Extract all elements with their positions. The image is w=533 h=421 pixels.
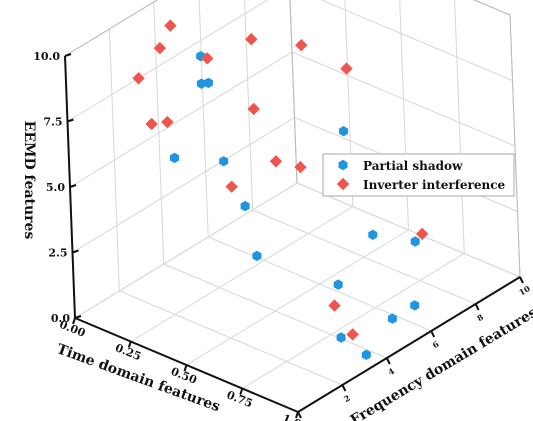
partial-shadow-point [336,332,346,343]
back-wall-gridline [67,0,269,122]
partial-shadow-point [333,279,343,290]
inverter-interference-point [269,155,283,168]
inverter-interference-point [225,180,238,193]
legend-box [322,153,515,197]
z-tick-mark [74,315,82,319]
floor-gridline [208,236,432,332]
back-wall-gridline [198,0,209,238]
inverter-interference-point [145,117,158,131]
partial-shadow-point [240,200,250,212]
legend-marker-inverter-interference-shape [336,177,350,191]
partial-shadow-point [410,236,420,247]
z-tick-label: 10.0 [33,50,60,63]
point-layer [132,19,429,360]
floor-gridline [252,209,476,305]
inverter-interference-point [346,328,359,341]
z-tick-mark [69,184,77,188]
partial-shadow-point [196,78,206,89]
z-tick-mark [64,53,72,57]
box-frame-edge [509,14,521,278]
y-tick-label: 2 [342,393,352,404]
z-tick-label: 7.5 [43,116,62,129]
back-wall-gridline [69,51,293,188]
inverter-interference-point [294,160,307,174]
z-tick-label: 5.0 [46,181,65,194]
floor-gridline [163,263,387,359]
legend-marker-inverter-interference [336,177,350,191]
floor-gridline [296,182,521,278]
y-tick-label: 8 [475,311,485,323]
inverter-interference-point [161,115,174,129]
x-tick-mark [183,364,188,372]
partial-shadow-point [368,229,378,240]
partial-shadow-point [410,300,420,311]
side-wall-gridline [473,0,511,16]
partial-shadow-point [252,250,262,262]
legend-marker-partial-shadow-shape [338,159,348,171]
y-axis-line [297,276,521,413]
floor-gridline [186,229,409,366]
inverter-interference-point [164,19,177,32]
inverter-interference-point [415,227,429,241]
partial-shadow-point [361,349,371,360]
y-tick-label: 10 [517,283,532,298]
floor-gridline [242,253,465,389]
box-frame-edge [289,0,298,184]
y-tick-mark [430,330,436,338]
box-frame-edge [64,0,159,57]
y-tick-mark [385,357,391,365]
y-tick-label: 4 [386,365,396,377]
x-tick-mark [72,317,76,325]
x-tick-label: 1.00 [280,412,310,421]
box-frame-edge [473,0,511,16]
inverter-interference-point [328,299,341,312]
inverter-interference-point [245,33,258,46]
back-wall-gridline [244,0,254,211]
y-axis-title: Frequency domain features [348,304,533,421]
inverter-interference-point [295,38,308,52]
side-wall-gridline [291,51,516,147]
inverter-interference-point [200,52,214,65]
frame-layer [64,0,521,278]
y-tick-mark [474,303,480,311]
legend-label-partial-shadow: Partial shadow [363,159,463,173]
legend: Partial shadow Inverter interference [322,153,515,197]
partial-shadow-point [339,126,349,137]
x-tick-mark [127,341,132,348]
legend-label-inverter-interference: Inverter interference [363,178,506,192]
z-tick-mark [67,118,74,123]
z-tick-label: 2.5 [48,247,67,260]
side-wall-gridline [454,0,465,254]
partial-shadow-point [387,313,397,324]
y-tick-mark [341,384,347,392]
x-tick-mark [239,388,244,395]
floor-gridline [74,182,298,319]
floor-gridline [130,206,354,342]
z-axis-title: EEMD features [21,121,37,240]
inverter-interference-point [247,102,260,116]
partial-shadow-point [170,152,179,164]
z-tick-mark [72,249,79,254]
inverter-interference-point [340,62,353,75]
y-tick-mark [519,276,524,284]
floor-gridline [119,290,343,386]
partial-shadow-point [219,156,229,167]
y-tick-label: 6 [431,338,441,350]
partial-shadow-point [203,77,213,89]
z-tick-label: 0.0 [51,312,70,325]
side-wall-gridline [320,0,513,81]
back-wall-gridline [72,117,295,253]
inverter-interference-point [132,72,145,85]
y-tick-mark [297,411,302,419]
inverter-interference-point [153,41,167,55]
legend-marker-partial-shadow [338,159,348,171]
